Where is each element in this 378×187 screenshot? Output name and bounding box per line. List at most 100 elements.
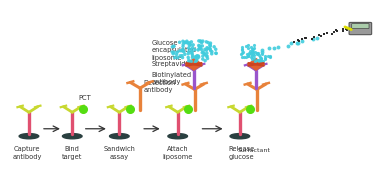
Point — [213, 52, 219, 55]
FancyBboxPatch shape — [352, 24, 369, 29]
Point — [203, 49, 209, 52]
Point — [180, 48, 186, 51]
Text: Biotinylated
antibody: Biotinylated antibody — [151, 72, 192, 85]
Point — [190, 54, 196, 57]
Point — [207, 45, 213, 47]
Point — [186, 44, 192, 47]
Point — [189, 51, 195, 54]
Point — [204, 57, 211, 60]
Text: Attach
liposome: Attach liposome — [163, 146, 193, 160]
Point — [174, 53, 180, 56]
Point — [194, 54, 200, 57]
Point — [180, 56, 186, 59]
Point — [193, 56, 199, 59]
Point — [192, 60, 198, 63]
Point — [177, 54, 183, 57]
Point — [180, 45, 186, 48]
Point — [189, 56, 195, 59]
Point — [169, 50, 175, 53]
Point — [198, 48, 204, 51]
Point — [180, 43, 186, 46]
Point — [204, 46, 210, 49]
Point — [175, 56, 181, 59]
Text: Release
glucose: Release glucose — [229, 146, 255, 160]
Point — [188, 40, 194, 43]
Point — [189, 53, 195, 56]
Point — [185, 42, 191, 45]
Point — [195, 48, 201, 51]
Point — [186, 41, 192, 44]
Text: PCT: PCT — [78, 95, 91, 101]
Point — [198, 40, 204, 43]
Point — [177, 41, 183, 44]
Point — [199, 45, 205, 47]
Point — [187, 43, 194, 46]
Text: Surfactant: Surfactant — [238, 148, 271, 153]
Point — [200, 55, 206, 58]
Point — [208, 49, 214, 52]
Point — [170, 52, 176, 55]
Point — [189, 50, 195, 53]
Point — [188, 48, 194, 51]
Point — [203, 40, 209, 43]
Point — [182, 53, 188, 56]
Point — [205, 41, 211, 44]
Point — [196, 39, 202, 42]
Text: Capture
antibody: Capture antibody — [12, 146, 42, 160]
Point — [207, 43, 213, 46]
Point — [195, 55, 201, 58]
Point — [172, 56, 178, 59]
Point — [186, 59, 192, 62]
Point — [186, 50, 192, 53]
Ellipse shape — [19, 134, 39, 139]
Point — [209, 52, 215, 55]
Point — [194, 59, 200, 62]
Point — [184, 41, 190, 44]
Point — [188, 60, 194, 63]
Point — [194, 59, 200, 62]
Point — [171, 45, 177, 48]
Polygon shape — [248, 59, 264, 70]
Point — [184, 40, 190, 43]
Point — [199, 51, 205, 54]
Point — [202, 53, 208, 56]
Point — [202, 59, 208, 62]
Point — [208, 42, 214, 45]
Point — [205, 47, 211, 50]
Point — [179, 54, 185, 57]
Point — [196, 45, 202, 48]
Text: Bind
target: Bind target — [62, 146, 82, 160]
Point — [182, 41, 188, 44]
Point — [196, 56, 202, 59]
Point — [186, 47, 192, 50]
Point — [204, 54, 210, 57]
Point — [177, 49, 183, 52]
Ellipse shape — [62, 134, 82, 139]
Text: Glucose
encapsulated
liposome: Glucose encapsulated liposome — [151, 40, 196, 61]
Point — [169, 45, 175, 48]
Point — [200, 40, 206, 43]
Ellipse shape — [230, 134, 249, 139]
Point — [209, 50, 215, 53]
Point — [196, 47, 202, 50]
Point — [171, 51, 177, 54]
Point — [200, 50, 206, 53]
Ellipse shape — [110, 134, 129, 139]
Ellipse shape — [168, 134, 187, 139]
Point — [190, 43, 196, 46]
FancyBboxPatch shape — [349, 22, 372, 35]
Point — [207, 44, 213, 47]
Point — [199, 41, 205, 44]
Point — [201, 52, 207, 55]
Point — [207, 48, 213, 51]
Point — [207, 47, 213, 50]
Text: Detection
antibody: Detection antibody — [144, 79, 176, 93]
Point — [192, 48, 198, 51]
Point — [213, 48, 219, 51]
Point — [197, 39, 203, 42]
Point — [182, 41, 188, 44]
Point — [181, 50, 187, 53]
Text: Sandwich
assay: Sandwich assay — [104, 146, 135, 160]
Point — [180, 48, 186, 51]
Point — [196, 44, 202, 47]
